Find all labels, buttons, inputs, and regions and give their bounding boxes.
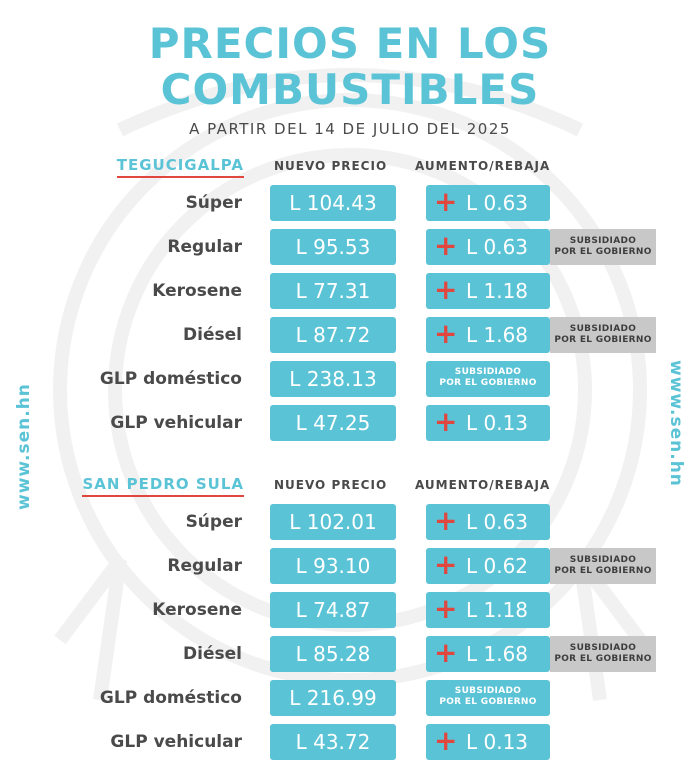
fuel-row: GLP vehicular L 47.25 + L 0.13	[0, 405, 700, 443]
fuel-row: Diésel L 85.28 + L 1.68 SUBSIDIADO POR EL…	[0, 636, 700, 674]
column-header-change: AUMENTO/REBAJA	[415, 159, 551, 173]
page-title-line2: COMBUSTIBLES	[160, 65, 540, 114]
fuel-row: Regular L 95.53 + L 0.63 SUBSIDIADO POR E…	[0, 229, 700, 267]
price-change: + L 0.13	[426, 724, 550, 760]
subsidy-label: SUBSIDIADO POR EL GOBIERNO	[439, 367, 537, 388]
plus-icon: +	[434, 592, 458, 625]
fuel-name: Súper	[185, 512, 242, 532]
fuel-name: GLP vehicular	[110, 732, 242, 752]
city-heading: SAN PEDRO SULA	[62, 475, 244, 497]
column-header-price: NUEVO PRECIO	[274, 159, 388, 173]
change-value: L 1.18	[466, 598, 529, 622]
change-value: L 0.63	[466, 191, 529, 215]
fuel-name: Regular	[167, 237, 242, 257]
website-text-right: www.sen.hn	[666, 360, 686, 487]
city-heading: TEGUCIGALPA	[62, 156, 244, 178]
plus-icon: +	[434, 273, 458, 306]
price-change: + L 0.63	[426, 504, 550, 540]
subsidy-tag: SUBSIDIADO POR EL GOBIERNO	[550, 317, 656, 353]
price-change: + L 1.68	[426, 636, 550, 672]
fuel-row: Kerosene L 77.31 + L 1.18	[0, 273, 700, 311]
price-change: + L 0.62	[426, 548, 550, 584]
page-title-line1: PRECIOS EN LOS	[148, 19, 552, 68]
new-price: L 95.53	[270, 229, 396, 265]
subsidy-label: SUBSIDIADO POR EL GOBIERNO	[439, 686, 537, 707]
new-price: L 77.31	[270, 273, 396, 309]
new-price: L 43.72	[270, 724, 396, 760]
fuel-name: Diésel	[183, 325, 242, 345]
price-change: + L 1.68	[426, 317, 550, 353]
new-price: L 87.72	[270, 317, 396, 353]
subsidy-tag: SUBSIDIADO POR EL GOBIERNO	[550, 229, 656, 265]
new-price: L 93.10	[270, 548, 396, 584]
fuel-row: GLP vehicular L 43.72 + L 0.13	[0, 724, 700, 762]
change-value: L 0.62	[466, 554, 529, 578]
new-price: L 238.13	[270, 361, 396, 397]
fuel-row: Regular L 93.10 + L 0.62 SUBSIDIADO POR E…	[0, 548, 700, 586]
fuel-name: Súper	[185, 193, 242, 213]
column-header-price: NUEVO PRECIO	[274, 478, 388, 492]
change-value: L 1.18	[466, 279, 529, 303]
new-price: L 85.28	[270, 636, 396, 672]
fuel-row: Diésel L 87.72 + L 1.68 SUBSIDIADO POR EL…	[0, 317, 700, 355]
plus-icon: +	[434, 317, 458, 350]
plus-icon: +	[434, 405, 458, 438]
fuel-row: Súper L 104.43 + L 0.63	[0, 185, 700, 223]
price-change: + L 1.18	[426, 273, 550, 309]
plus-icon: +	[434, 504, 458, 537]
plus-icon: +	[434, 724, 458, 757]
new-price: L 74.87	[270, 592, 396, 628]
new-price: L 47.25	[270, 405, 396, 441]
fuel-row: GLP doméstico L 216.99 SUBSIDIADO POR EL …	[0, 680, 700, 718]
fuel-name: GLP doméstico	[99, 369, 242, 389]
plus-icon: +	[434, 636, 458, 669]
new-price: L 102.01	[270, 504, 396, 540]
fuel-name: GLP doméstico	[99, 688, 242, 708]
effective-date: A PARTIR DEL 14 DE JULIO DEL 2025	[189, 120, 511, 138]
price-change: + L 0.63	[426, 185, 550, 221]
change-value: L 0.63	[466, 510, 529, 534]
price-change-subsidized: SUBSIDIADO POR EL GOBIERNO	[426, 680, 550, 716]
change-value: L 0.13	[466, 411, 529, 435]
fuel-row: Súper L 102.01 + L 0.63	[0, 504, 700, 542]
change-value: L 0.63	[466, 235, 529, 259]
new-price: L 216.99	[270, 680, 396, 716]
fuel-row: GLP doméstico L 238.13 SUBSIDIADO POR EL …	[0, 361, 700, 399]
change-value: L 1.68	[466, 642, 529, 666]
column-header-change: AUMENTO/REBAJA	[415, 478, 551, 492]
fuel-name: Kerosene	[152, 281, 242, 301]
fuel-name: GLP vehicular	[110, 413, 242, 433]
subsidy-tag: SUBSIDIADO POR EL GOBIERNO	[550, 548, 656, 584]
fuel-row: Kerosene L 74.87 + L 1.18	[0, 592, 700, 630]
plus-icon: +	[434, 548, 458, 581]
subsidy-tag: SUBSIDIADO POR EL GOBIERNO	[550, 636, 656, 672]
fuel-name: Diésel	[183, 644, 242, 664]
price-change: + L 0.13	[426, 405, 550, 441]
price-change: + L 1.18	[426, 592, 550, 628]
fuel-name: Kerosene	[152, 600, 242, 620]
plus-icon: +	[434, 229, 458, 262]
plus-icon: +	[434, 185, 458, 218]
price-change: + L 0.63	[426, 229, 550, 265]
change-value: L 0.13	[466, 730, 529, 754]
price-change-subsidized: SUBSIDIADO POR EL GOBIERNO	[426, 361, 550, 397]
new-price: L 104.43	[270, 185, 396, 221]
change-value: L 1.68	[466, 323, 529, 347]
fuel-name: Regular	[167, 556, 242, 576]
